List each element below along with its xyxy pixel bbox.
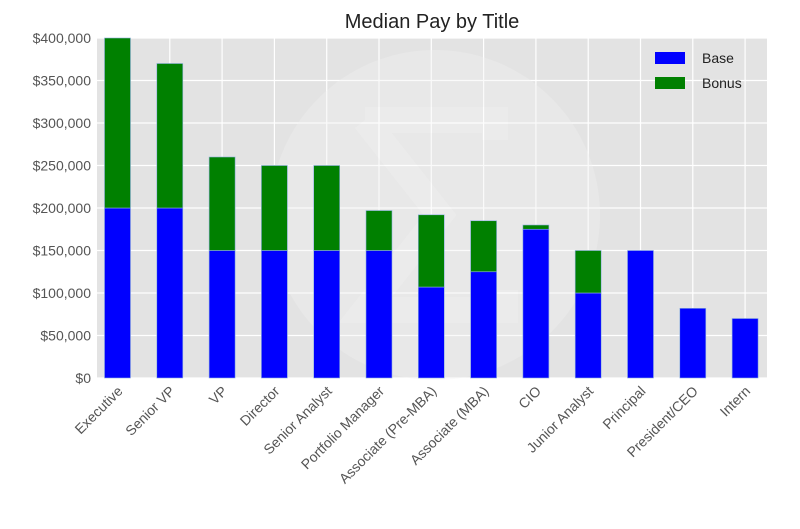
x-tick-label: Associate (Pre-MBA) xyxy=(336,383,440,487)
bar-base xyxy=(104,207,131,379)
x-tick-label: CIO xyxy=(515,383,544,412)
y-tick-label: $400,000 xyxy=(33,30,92,46)
legend-swatch-base xyxy=(655,52,685,64)
bar-base xyxy=(208,250,236,379)
y-tick-label: $250,000 xyxy=(33,158,92,174)
y-tick-label: $350,000 xyxy=(33,73,92,89)
bar-base xyxy=(679,307,707,379)
legend-label-bonus: Bonus xyxy=(702,75,742,91)
bar-base xyxy=(313,250,341,379)
bar-base xyxy=(156,207,184,379)
y-tick-label: $50,000 xyxy=(40,328,91,344)
legend-swatch-bonus xyxy=(655,77,685,89)
x-tick-label: VP xyxy=(206,383,231,408)
x-tick-label: Intern xyxy=(717,383,754,420)
bar-bonus xyxy=(574,250,602,294)
bar-base xyxy=(261,250,288,379)
y-tick-label: $300,000 xyxy=(33,115,92,131)
legend: Base Bonus xyxy=(655,50,742,91)
bar-bonus xyxy=(522,224,550,230)
bar-base xyxy=(574,292,602,379)
bar-bonus xyxy=(156,63,184,209)
bar-base xyxy=(731,318,759,379)
bar-bonus xyxy=(104,37,131,209)
bar-bonus xyxy=(470,220,497,273)
bar-base xyxy=(470,271,497,379)
bar-base xyxy=(522,228,550,379)
x-tick-label: Director xyxy=(237,383,283,429)
bar-base xyxy=(627,250,654,379)
y-tick-label: $0 xyxy=(75,370,91,386)
x-tick-label: Executive xyxy=(71,383,125,437)
bar-bonus xyxy=(261,165,288,251)
bar-bonus xyxy=(365,210,393,251)
bar-bonus xyxy=(208,156,236,251)
y-tick-label: $150,000 xyxy=(33,243,92,259)
bar-base xyxy=(365,250,393,379)
x-tick-label: Principal xyxy=(599,383,648,432)
x-tick-label: Senior VP xyxy=(122,383,178,439)
bar-bonus xyxy=(313,165,341,251)
legend-label-base: Base xyxy=(702,50,734,66)
bar-base xyxy=(417,286,445,379)
y-tick-label: $200,000 xyxy=(33,200,92,216)
bar-bonus xyxy=(417,214,445,288)
chart-title: Median Pay by Title xyxy=(345,11,520,33)
y-tick-label: $100,000 xyxy=(33,285,92,301)
